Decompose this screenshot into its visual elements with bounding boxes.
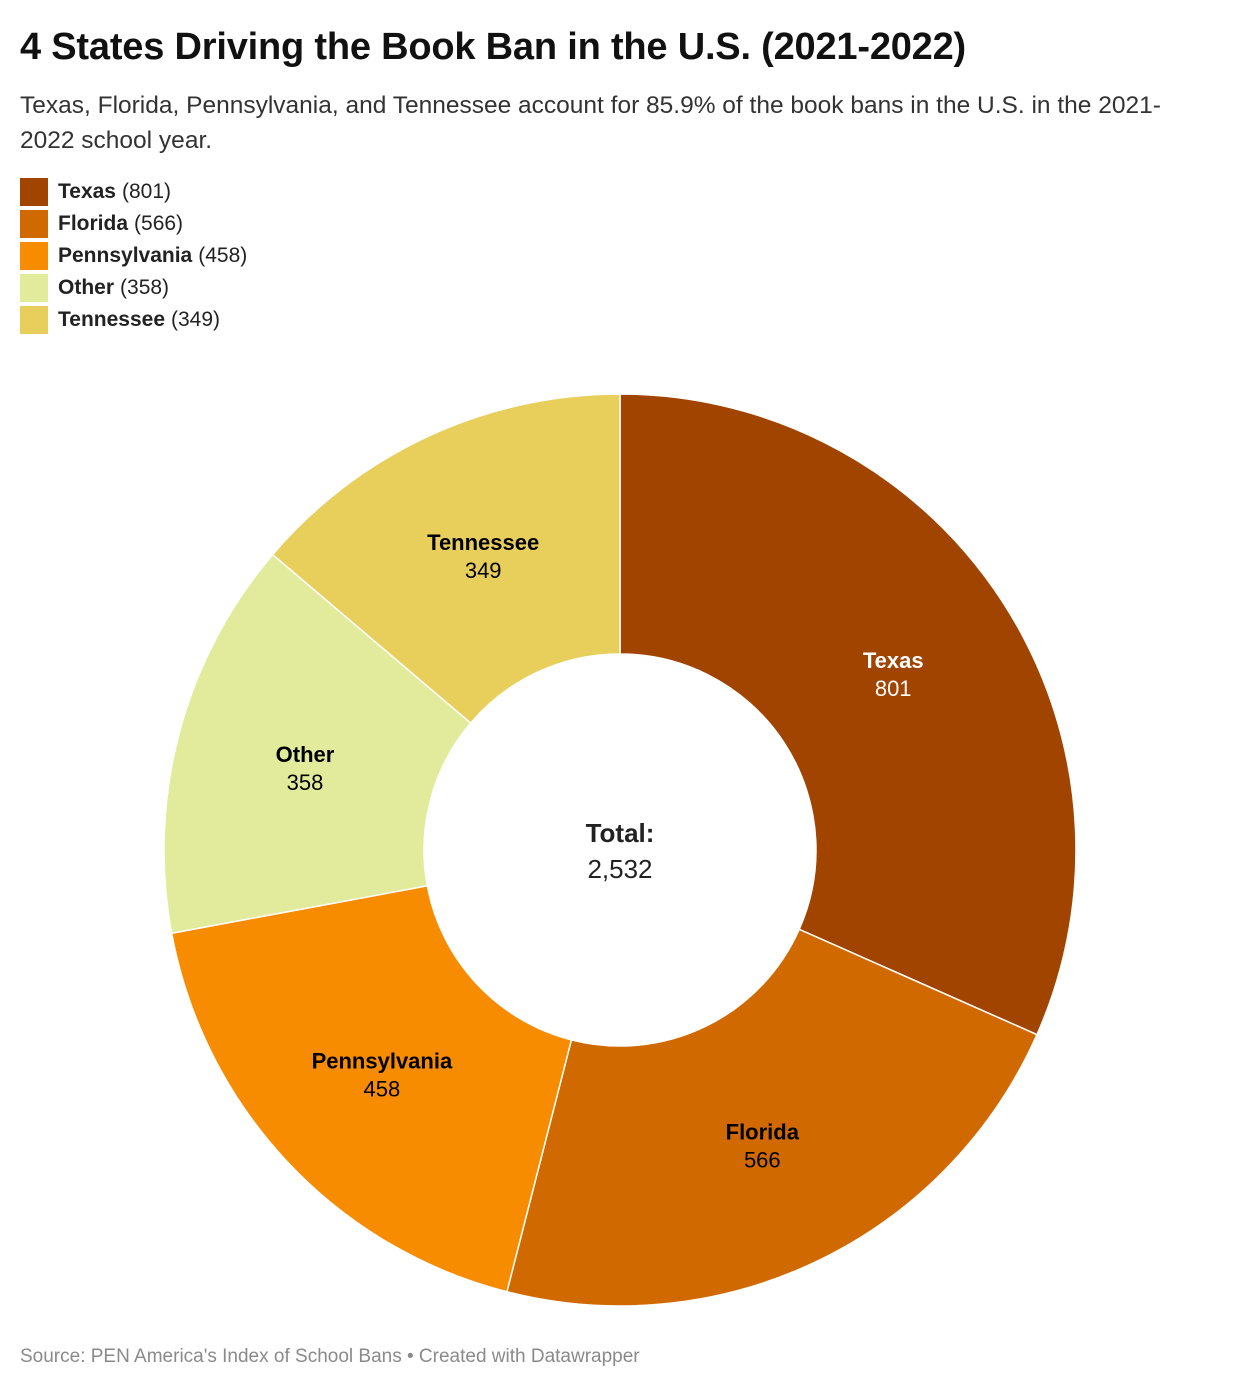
legend-value-tennessee: (349) <box>171 308 221 331</box>
slice-florida <box>505 928 1038 1307</box>
legend-label-other: Other <box>58 276 115 299</box>
legend-swatch-pennsylvania <box>20 242 48 270</box>
slice-value-pennsylvania: 458 <box>364 1077 401 1102</box>
chart-title: 4 States Driving the Book Ban in the U.S… <box>20 26 967 68</box>
legend: Texas (801) Florida (566) Pennsylvania (… <box>20 176 247 336</box>
legend-swatch-texas <box>20 178 48 206</box>
center-total-value: 2,532 <box>587 854 652 884</box>
chart-subtitle: Texas, Florida, Pennsylvania, and Tennes… <box>20 92 1161 154</box>
slice-value-florida: 566 <box>744 1147 781 1172</box>
center-total-label: Total: <box>586 818 655 848</box>
legend-label-pennsylvania: Pennsylvania <box>58 244 193 267</box>
slice-label-tennessee: Tennessee <box>427 530 539 555</box>
slice-pennsylvania <box>170 884 573 1293</box>
legend-value-other: (358) <box>120 276 170 299</box>
legend-value-florida: (566) <box>134 212 184 235</box>
legend-swatch-other <box>20 274 48 302</box>
slice-tennessee <box>271 393 621 725</box>
slice-label-other: Other <box>276 742 335 767</box>
legend-item-tennessee: Tennessee (349) <box>20 304 247 336</box>
legend-item-pennsylvania: Pennsylvania (458) <box>20 240 247 272</box>
slice-label-florida: Florida <box>726 1119 800 1144</box>
legend-label-florida: Florida <box>58 212 129 235</box>
source-note: Source: PEN America's Index of School Ba… <box>20 1346 640 1367</box>
legend-item-texas: Texas (801) <box>20 176 247 208</box>
legend-swatch-florida <box>20 210 48 238</box>
legend-item-florida: Florida (566) <box>20 208 247 240</box>
slice-label-pennsylvania: Pennsylvania <box>312 1049 453 1074</box>
legend-value-pennsylvania: (458) <box>198 244 248 267</box>
slice-value-tennessee: 349 <box>465 558 502 583</box>
legend-label-texas: Texas <box>58 180 116 203</box>
donut-slices <box>163 393 1077 1307</box>
slice-value-texas: 801 <box>875 676 912 701</box>
legend-label-tennessee: Tennessee <box>58 308 165 331</box>
slice-other <box>163 553 472 935</box>
legend-item-other: Other (358) <box>20 272 247 304</box>
donut-slice-labels: Texas 801 Florida 566 Pennsylvania 458 O… <box>276 530 924 1172</box>
legend-value-texas: (801) <box>122 180 172 203</box>
legend-swatch-tennessee <box>20 306 48 334</box>
slice-label-texas: Texas <box>863 648 924 673</box>
slice-texas <box>619 393 1077 1036</box>
donut-chart: Texas 801 Florida 566 Pennsylvania 458 O… <box>163 393 1077 1307</box>
slice-value-other: 358 <box>287 770 324 795</box>
